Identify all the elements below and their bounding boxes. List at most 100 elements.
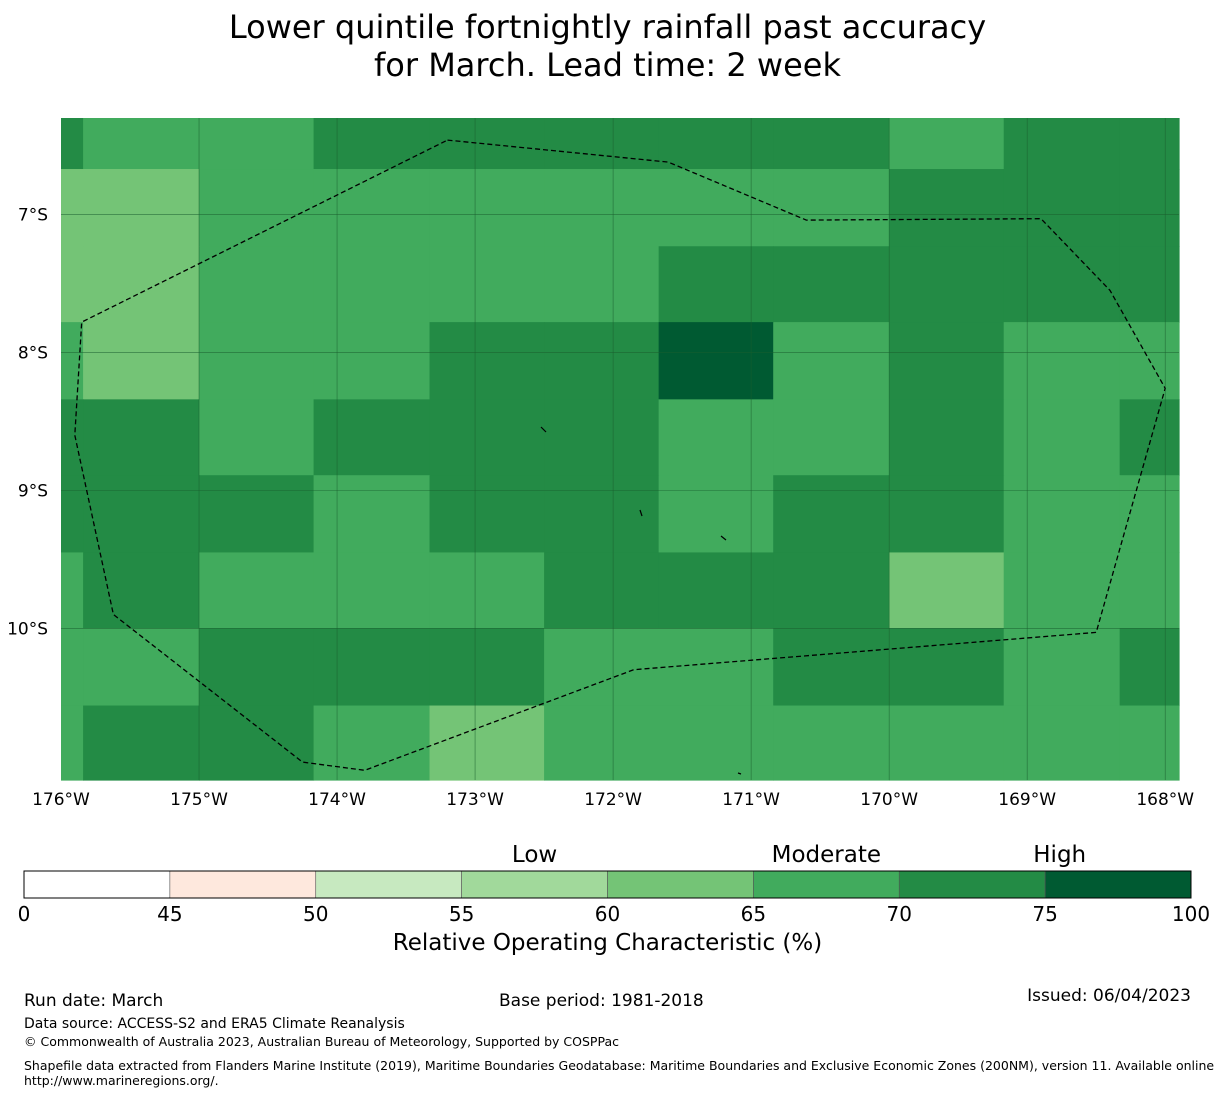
roc-cell [199,118,315,170]
colorbar-category-low: Low [511,842,558,868]
roc-cell [889,118,1005,170]
roc-cell [773,118,890,170]
roc-cell [544,475,660,554]
lon-tick-label: 174°W [308,790,366,810]
shapefile-credit-2: http://www.marineregions.org/. [24,1073,219,1088]
roc-cell [889,705,1005,781]
roc-cell [313,246,431,323]
issued-date: Issued: 06/04/2023 [1027,986,1191,1006]
roc-cell [658,552,774,629]
roc-cell [773,552,890,629]
graticule-lines [61,118,1179,780]
lat-tick-label: 9°S [18,481,48,501]
roc-cell [1003,552,1121,629]
lon-tick-label: 172°W [584,790,642,810]
roc-cell [313,552,431,629]
roc-cell [1119,169,1180,247]
island-mark [737,772,742,775]
lat-tick-label: 10°S [7,619,48,639]
roc-cell [313,169,431,247]
colorbar-tick-label: 50 [303,902,328,926]
lon-tick-label: 169°W [998,790,1056,810]
roc-cell [199,322,315,400]
lat-tick-label: 8°S [18,343,48,363]
colorbar-segment [315,870,462,899]
roc-cell [1003,705,1121,781]
colorbar-category-high: High [1033,842,1087,868]
roc-cell [429,399,545,476]
lon-tick-label: 171°W [722,790,780,810]
lat-tick-label: 7°S [18,206,48,226]
roc-cell [544,705,660,781]
roc-cell [1003,118,1121,170]
roc-cell [1003,475,1121,554]
lon-tick-label: 175°W [170,790,228,810]
roc-cell [658,246,774,323]
roc-cell [1119,399,1180,476]
colorbar-segment [1044,870,1192,899]
colorbar-tick-label: 0 [18,902,31,926]
lon-tick-label: 168°W [1136,790,1194,810]
roc-cell [1003,322,1121,400]
roc-cell [61,169,84,247]
roc-cell [199,475,315,554]
roc-cell [199,169,315,247]
roc-cell [773,628,890,707]
roc-cell [658,118,774,170]
roc-cell [83,628,200,707]
roc-cell [61,399,84,476]
roc-cell [1119,705,1180,781]
roc-cell [199,399,315,476]
roc-cell [429,475,545,554]
roc-cell [199,705,315,781]
title-line-1: Lower quintile fortnightly rainfall past… [228,8,987,46]
roc-cell [658,628,774,707]
title-line-2: for March. Lead time: 2 week [374,46,841,84]
colorbar-tick-label: 100 [1172,902,1210,926]
island-mark [720,535,727,541]
roc-cell [61,552,84,629]
roc-cell [429,169,545,247]
roc-cell [889,169,1005,247]
roc-cell [1119,475,1180,554]
colorbar-category-moderate: Moderate [771,842,882,868]
roc-cell [199,246,315,323]
lon-tick-label: 173°W [446,790,504,810]
chart-title: Lower quintile fortnightly rainfall past… [0,8,1215,84]
roc-cell [658,705,774,781]
copyright: © Commonwealth of Australia 2023, Austra… [24,1034,619,1049]
roc-cell [83,118,200,170]
colorbar-tick-label: 45 [157,902,182,926]
roc-cell [313,118,431,170]
colorbar-segment [898,870,1046,899]
colorbar-segment [23,870,171,899]
roc-cell [544,169,660,247]
colorbar-tick-label: 70 [887,902,912,926]
roc-cell [83,705,200,781]
island-mark [639,509,643,517]
roc-cell [773,169,890,247]
roc-cell [544,322,660,400]
roc-cell [1003,399,1121,476]
lon-tick-labels: 176°W 175°W 174°W 173°W 172°W 171°W 170°W 169°W… [32,790,1194,810]
colorbar: 0 45 50 55 60 65 70 75 100 [18,870,1210,926]
roc-cell [429,705,545,781]
roc-cell [773,322,890,400]
roc-cell [1119,628,1180,707]
colorbar-tick-label: 75 [1032,902,1057,926]
roc-cell [773,475,890,554]
colorbar-tick-label: 65 [741,902,766,926]
roc-grid-cells [61,118,1180,781]
roc-cell [1119,552,1180,629]
roc-cell [61,628,84,707]
roc-cell [773,705,890,781]
island-mark [540,426,547,433]
roc-cell [429,552,545,629]
roc-cell [429,118,545,170]
roc-cell [544,628,660,707]
roc-cell [658,399,774,476]
colorbar-tick-label: 55 [449,902,474,926]
roc-cell [1003,169,1121,247]
roc-cell [199,628,315,707]
roc-cell [61,322,84,400]
